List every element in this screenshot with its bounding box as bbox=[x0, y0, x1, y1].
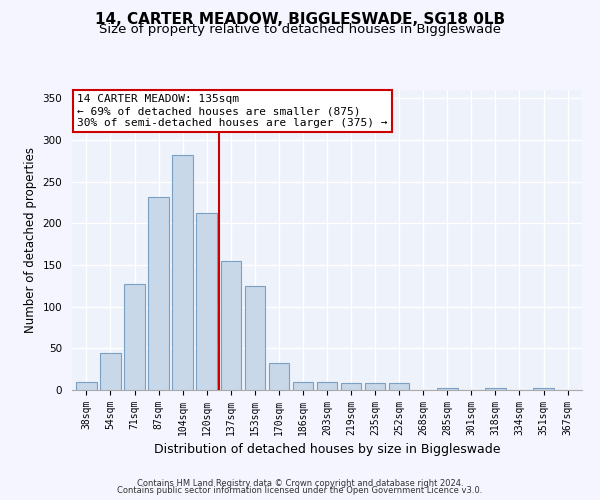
Bar bbox=[365, 384, 385, 390]
Bar bbox=[269, 362, 289, 390]
Bar bbox=[172, 155, 193, 390]
Text: Size of property relative to detached houses in Biggleswade: Size of property relative to detached ho… bbox=[99, 22, 501, 36]
Text: 14, CARTER MEADOW, BIGGLESWADE, SG18 0LB: 14, CARTER MEADOW, BIGGLESWADE, SG18 0LB bbox=[95, 12, 505, 28]
Text: Contains public sector information licensed under the Open Government Licence v3: Contains public sector information licen… bbox=[118, 486, 482, 495]
X-axis label: Distribution of detached houses by size in Biggleswade: Distribution of detached houses by size … bbox=[154, 444, 500, 456]
Bar bbox=[341, 384, 361, 390]
Bar bbox=[533, 388, 554, 390]
Bar bbox=[389, 384, 409, 390]
Text: 14 CARTER MEADOW: 135sqm
← 69% of detached houses are smaller (875)
30% of semi-: 14 CARTER MEADOW: 135sqm ← 69% of detach… bbox=[77, 94, 388, 128]
Bar bbox=[124, 284, 145, 390]
Bar bbox=[76, 382, 97, 390]
Bar bbox=[196, 212, 217, 390]
Bar bbox=[317, 382, 337, 390]
Bar bbox=[100, 352, 121, 390]
Y-axis label: Number of detached properties: Number of detached properties bbox=[24, 147, 37, 333]
Bar bbox=[293, 382, 313, 390]
Bar bbox=[148, 196, 169, 390]
Bar bbox=[437, 388, 458, 390]
Bar bbox=[245, 286, 265, 390]
Bar bbox=[485, 388, 506, 390]
Bar bbox=[221, 261, 241, 390]
Text: Contains HM Land Registry data © Crown copyright and database right 2024.: Contains HM Land Registry data © Crown c… bbox=[137, 478, 463, 488]
